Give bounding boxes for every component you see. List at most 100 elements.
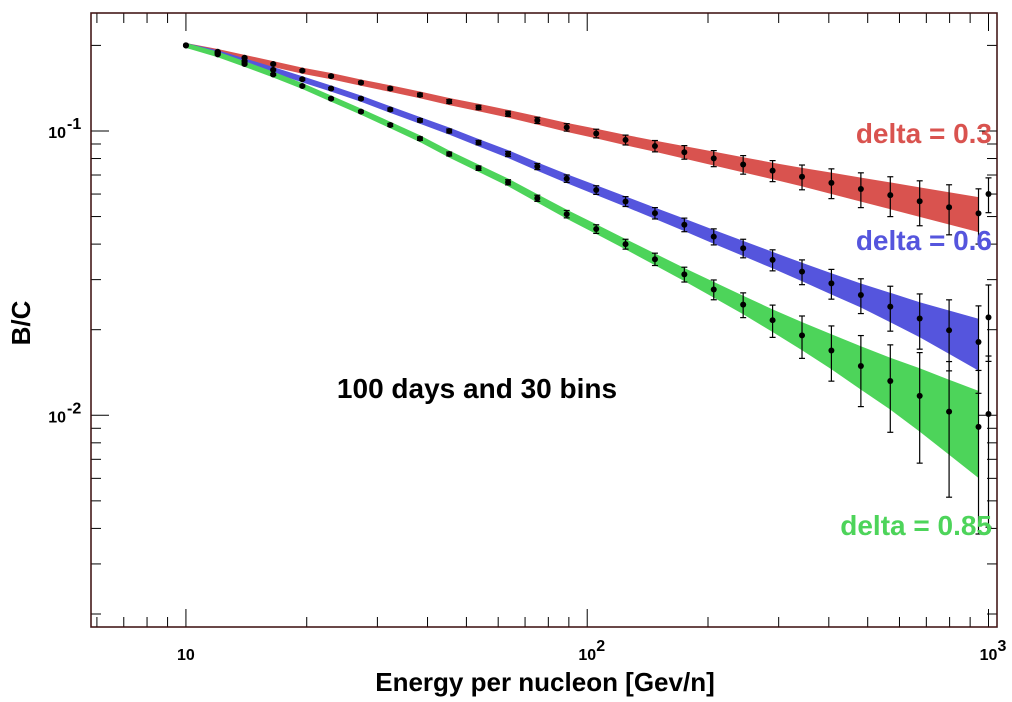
data-point (740, 161, 747, 168)
data-point (241, 61, 248, 68)
x-axis-label: Energy per nucleon [Gev/n] (375, 667, 715, 697)
band-series-1 (185, 42, 979, 371)
data-point (505, 150, 512, 157)
data-point (387, 121, 394, 128)
data-point (446, 98, 453, 105)
data-point (214, 51, 221, 58)
data-point (357, 79, 364, 86)
data-point (681, 149, 688, 156)
data-point (475, 165, 482, 172)
axis-ticks (91, 13, 997, 627)
data-point (946, 204, 953, 211)
data-point (534, 117, 541, 124)
data-point (769, 167, 776, 174)
data-point (387, 85, 394, 92)
data-point (534, 195, 541, 202)
data-point (946, 408, 953, 415)
data-point (622, 198, 629, 205)
data-point (593, 130, 600, 137)
data-point (857, 291, 864, 298)
data-point (828, 347, 835, 354)
data-point (651, 143, 658, 150)
data-point (328, 95, 335, 102)
data-point (270, 71, 277, 78)
data-point (651, 256, 658, 263)
data-point (593, 226, 600, 233)
data-point (651, 210, 658, 217)
data-point (475, 139, 482, 146)
data-point (534, 163, 541, 170)
data-point (916, 315, 923, 322)
data-point (563, 175, 570, 182)
data-point (710, 155, 717, 162)
series-label-delta-0.85: delta = 0.85 (840, 510, 992, 541)
data-point (563, 124, 570, 131)
data-point (681, 221, 688, 228)
data-point (681, 271, 688, 278)
y-tick-labels: 10-110-2 (48, 116, 81, 426)
data-point (357, 108, 364, 115)
data-points (182, 42, 992, 535)
uncertainty-bands (185, 42, 979, 479)
x-tick-label: 10 (578, 647, 596, 664)
data-point (710, 286, 717, 293)
data-point (857, 186, 864, 193)
y-axis-label: B/C (6, 300, 36, 345)
data-point (887, 303, 894, 310)
data-point (916, 392, 923, 399)
data-point (740, 301, 747, 308)
data-point (975, 339, 982, 346)
data-point (299, 67, 306, 74)
data-point (622, 241, 629, 248)
data-point (299, 82, 306, 89)
data-point (505, 179, 512, 186)
band-series-2 (185, 42, 979, 479)
plot-frame-outer (90, 12, 998, 628)
y-tick-label: 10 (48, 409, 66, 426)
data-point (799, 332, 806, 339)
data-point (985, 314, 992, 321)
data-point (710, 233, 717, 240)
data-point (985, 411, 992, 418)
data-point (475, 104, 482, 111)
data-point (593, 186, 600, 193)
data-point (446, 127, 453, 134)
annotation-text: 100 days and 30 bins (337, 373, 617, 404)
data-point (769, 256, 776, 263)
data-point (887, 192, 894, 199)
data-point (740, 245, 747, 252)
y-tick-exponent: -1 (67, 116, 81, 133)
data-point (946, 327, 953, 334)
data-point (799, 268, 806, 275)
data-point (799, 173, 806, 180)
data-point (828, 280, 835, 287)
data-point (357, 95, 364, 102)
data-point (887, 377, 894, 384)
x-tick-exponent: 3 (997, 638, 1006, 655)
data-point (916, 198, 923, 205)
data-point (563, 211, 570, 218)
x-tick-label: 10 (980, 647, 998, 664)
data-point (299, 76, 306, 83)
series-label-delta-0.3: delta = 0.3 (856, 118, 992, 149)
data-point (182, 42, 189, 49)
data-point (416, 117, 423, 124)
data-point (857, 363, 864, 370)
data-point (328, 85, 335, 92)
band-series-0 (185, 42, 979, 233)
data-point (505, 110, 512, 117)
series-label-delta-0.6: delta = 0.6 (856, 225, 992, 256)
data-point (416, 91, 423, 98)
data-point (975, 423, 982, 430)
data-point (446, 150, 453, 157)
x-tick-label: 10 (177, 647, 195, 664)
data-point (416, 135, 423, 142)
data-point (270, 66, 277, 73)
y-tick-label: 10 (48, 125, 66, 142)
data-point (975, 210, 982, 217)
data-point (328, 73, 335, 80)
data-point (828, 179, 835, 186)
data-point (270, 61, 277, 68)
